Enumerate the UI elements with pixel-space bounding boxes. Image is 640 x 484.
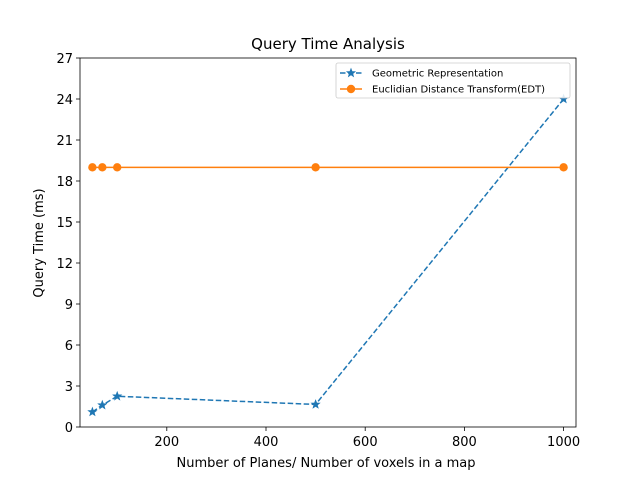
y-tick-label: 15 [56, 216, 73, 231]
y-axis-ticks: 0 3 6 9 12 15 18 21 24 27 [56, 52, 80, 436]
legend: Geometric Representation Euclidian Distan… [335, 62, 571, 99]
x-tick-label: 1000 [547, 435, 580, 450]
data-point [87, 406, 98, 417]
y-tick-label: 12 [56, 257, 73, 272]
y-tick-label: 3 [65, 380, 73, 395]
data-point [311, 163, 320, 172]
data-point [559, 163, 568, 172]
chart-title: Query Time Analysis [251, 35, 405, 53]
series-2 [88, 163, 568, 172]
legend-item: Geometric Representation [340, 67, 503, 80]
y-tick-label: 6 [65, 339, 73, 354]
x-tick-label: 200 [154, 435, 179, 450]
series-layer [87, 93, 569, 417]
data-point [88, 163, 97, 172]
legend-marker [346, 84, 356, 94]
plot-frame [79, 57, 577, 428]
y-tick-label: 0 [65, 421, 73, 436]
data-point [97, 399, 108, 410]
y-tick-label: 18 [56, 175, 73, 190]
data-point [310, 399, 321, 409]
y-tick-label: 9 [65, 298, 73, 313]
x-axis-label: Number of Planes/ Number of voxels in a … [177, 456, 476, 471]
x-tick-label: 400 [254, 435, 279, 450]
x-tick-label: 600 [353, 435, 378, 450]
data-point [113, 163, 122, 172]
x-tick-label: 800 [452, 435, 477, 450]
y-tick-label: 24 [56, 93, 73, 108]
legend-item: Euclidian Distance Transform(EDT) [340, 85, 545, 96]
plot-area [80, 58, 576, 427]
data-point [112, 390, 123, 401]
data-point [98, 163, 107, 172]
y-axis-label: Query Time (ms) [32, 188, 47, 297]
legend-label: Euclidian Distance Transform(EDT) [372, 85, 545, 96]
legend-box [335, 62, 571, 99]
legend-marker [345, 67, 357, 78]
y-tick-label: 21 [56, 134, 73, 149]
legend-label: Geometric Representation [372, 69, 503, 80]
y-tick-label: 27 [56, 52, 73, 67]
x-axis-ticks: 200 400 600 800 1000 [154, 427, 580, 450]
